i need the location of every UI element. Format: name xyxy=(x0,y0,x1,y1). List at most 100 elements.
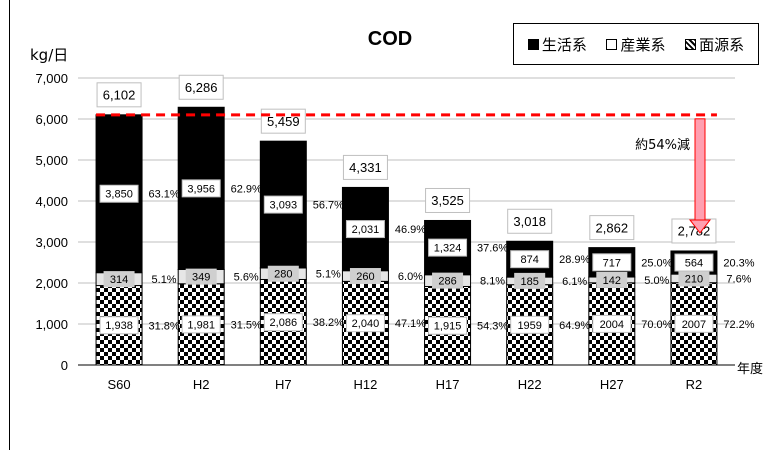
total-label-box xyxy=(96,82,142,108)
total-label-box xyxy=(342,154,388,180)
y-tick-label: 1,000 xyxy=(35,317,68,332)
y-tick-label: 7,000 xyxy=(35,71,68,86)
data-label-nonpoint: 2004 xyxy=(592,314,632,333)
data-label-domestic-box xyxy=(263,195,303,214)
data-label-nonpoint: 1959 xyxy=(510,315,550,334)
percent-label-industrial: 6.0% xyxy=(398,271,423,283)
data-label-domestic-box xyxy=(428,238,468,257)
data-label-domestic: 1,324 xyxy=(428,238,468,257)
data-label-domestic-box xyxy=(345,220,385,239)
data-label-industrial: 185 xyxy=(514,272,546,289)
data-label-nonpoint-text: 1,938 xyxy=(105,320,133,332)
total-label: 3,525 xyxy=(425,187,471,213)
total-label-box xyxy=(589,215,635,241)
data-label-nonpoint-box xyxy=(181,315,221,334)
data-label-industrial: 314 xyxy=(103,271,135,288)
reduction-arrow-head xyxy=(688,219,712,234)
legend-item-domestic: 生活系 xyxy=(527,34,587,55)
percent-label-industrial: 8.1% xyxy=(480,276,505,288)
data-label-nonpoint-box xyxy=(345,314,385,333)
data-label-domestic-text: 2,031 xyxy=(352,224,380,236)
y-tick-label: 6,000 xyxy=(35,112,68,127)
reduction-annotation: 約54%減 xyxy=(635,137,690,153)
x-tick-label: H22 xyxy=(518,377,542,392)
percent-label-industrial: 5.1% xyxy=(152,274,177,286)
data-label-industrial: 286 xyxy=(432,272,464,289)
data-label-nonpoint-text: 1959 xyxy=(517,320,541,332)
percent-label-industrial: 6.1% xyxy=(562,276,587,288)
x-tick-label: H17 xyxy=(436,377,460,392)
percent-label-nonpoint: 31.5% xyxy=(231,319,262,331)
data-label-domestic-box xyxy=(99,184,139,203)
percent-label-domestic: 25.0% xyxy=(641,257,672,269)
y-tick-label: 3,000 xyxy=(35,235,68,250)
data-label-domestic-text: 564 xyxy=(685,258,703,270)
percent-label-nonpoint: 54.3% xyxy=(477,321,508,333)
data-label-nonpoint-box xyxy=(674,314,714,333)
percent-label-domestic: 37.6% xyxy=(477,243,508,255)
percent-label-nonpoint: 47.1% xyxy=(395,318,426,330)
percent-label-domestic: 46.9% xyxy=(395,224,426,236)
percent-label-domestic: 56.7% xyxy=(313,200,344,212)
percent-label-industrial: 7.6% xyxy=(726,273,751,285)
data-label-domestic: 3,850 xyxy=(99,184,139,203)
percent-label-industrial: 5.0% xyxy=(644,275,669,287)
data-label-nonpoint: 2,040 xyxy=(345,314,385,333)
data-label-nonpoint-box xyxy=(428,316,468,335)
x-tick-label: H27 xyxy=(600,377,624,392)
x-tick-label: R2 xyxy=(686,377,703,392)
data-label-industrial: 260 xyxy=(349,268,381,285)
left-border xyxy=(9,0,10,450)
data-label-domestic-box xyxy=(181,179,221,198)
legend-label-nonpoint: 面源系 xyxy=(699,35,745,54)
data-label-industrial-box xyxy=(596,271,628,288)
data-label-domestic: 717 xyxy=(592,253,632,272)
legend-swatch-industrial xyxy=(606,38,618,50)
total-label-text: 6,286 xyxy=(185,80,218,95)
data-label-industrial: 349 xyxy=(185,268,217,285)
data-label-domestic: 3,956 xyxy=(181,179,221,198)
data-label-nonpoint-text: 2,040 xyxy=(352,318,380,330)
percent-label-nonpoint: 70.0% xyxy=(641,319,672,331)
legend-label-domestic: 生活系 xyxy=(541,35,587,54)
x-tick-label: H2 xyxy=(193,377,210,392)
y-tick-label: 0 xyxy=(61,358,68,373)
percent-label-nonpoint: 64.9% xyxy=(559,320,590,332)
data-label-domestic: 2,031 xyxy=(345,220,385,239)
x-tick-label: H7 xyxy=(275,377,292,392)
percent-label-domestic: 62.9% xyxy=(231,183,262,195)
y-axis-label: kg/日 xyxy=(30,46,68,64)
total-label: 6,102 xyxy=(96,82,142,108)
data-label-domestic-box xyxy=(510,250,550,269)
total-label: 4,331 xyxy=(342,154,388,180)
percent-label-industrial: 5.1% xyxy=(316,269,341,281)
data-label-nonpoint-box xyxy=(592,314,632,333)
data-label-industrial-text: 280 xyxy=(274,269,292,281)
data-label-domestic-text: 1,324 xyxy=(434,243,462,255)
data-label-industrial-text: 185 xyxy=(521,276,539,288)
percent-label-domestic: 20.3% xyxy=(723,258,754,270)
y-tick-label: 5,000 xyxy=(35,153,68,168)
total-label: 5,459 xyxy=(260,108,306,134)
y-tick-label: 4,000 xyxy=(35,194,68,209)
percent-label-nonpoint: 31.8% xyxy=(148,320,179,332)
data-label-nonpoint-box xyxy=(263,313,303,332)
percent-label-domestic: 28.9% xyxy=(559,254,590,266)
data-label-industrial-text: 260 xyxy=(356,271,374,283)
data-label-nonpoint: 2007 xyxy=(674,314,714,333)
data-label-nonpoint-text: 2007 xyxy=(682,319,706,331)
data-label-domestic-box xyxy=(674,253,714,272)
data-label-industrial-text: 286 xyxy=(438,276,456,288)
data-label-industrial-text: 142 xyxy=(603,275,621,287)
data-label-industrial-box xyxy=(267,265,299,282)
total-label-text: 3,525 xyxy=(431,193,464,208)
total-label-text: 6,102 xyxy=(103,87,136,102)
data-label-industrial-box xyxy=(514,272,546,289)
data-label-domestic-text: 3,956 xyxy=(187,183,215,195)
data-label-industrial-box xyxy=(432,272,464,289)
total-label-box xyxy=(178,74,224,100)
percent-label-industrial: 5.6% xyxy=(234,272,259,284)
data-label-domestic-box xyxy=(592,253,632,272)
legend-label-industrial: 産業系 xyxy=(620,35,666,54)
